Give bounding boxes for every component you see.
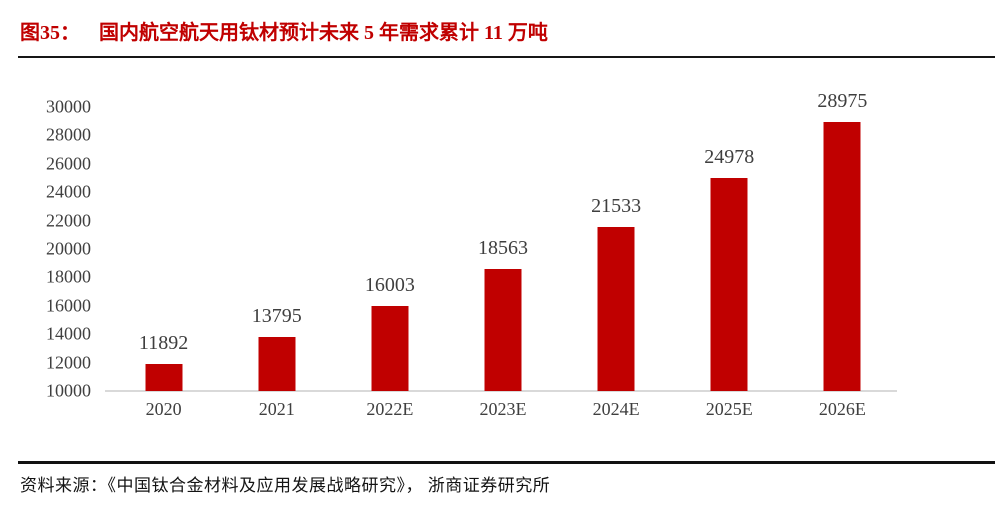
x-axis-tick-label: 2021 xyxy=(258,399,295,419)
bar-value-label: 13795 xyxy=(251,305,302,328)
bar xyxy=(371,305,409,391)
x-axis-tick-label: 2022E xyxy=(366,399,414,419)
bar xyxy=(823,121,861,391)
x-axis-tick-label: 2023E xyxy=(479,399,527,419)
y-axis-tick-label: 22000 xyxy=(46,210,91,231)
y-axis-tick-label: 10000 xyxy=(46,380,91,401)
bar xyxy=(710,178,748,391)
figure-title-row: 图35： 国内航空航天用钛材预计未来 5 年需求累计 11 万吨 xyxy=(20,19,548,47)
x-axis-tick-label: 2024E xyxy=(592,399,640,419)
figure-number-label: 图35： xyxy=(20,22,80,44)
bar-value-label: 21533 xyxy=(591,195,642,218)
y-axis-tick-label: 26000 xyxy=(46,153,91,174)
source-note: 资料来源：《中国钛合金材料及应用发展战略研究》， 浙商证券研究所 xyxy=(20,476,551,495)
y-axis-tick-label: 18000 xyxy=(46,266,91,287)
bar-value-label: 18563 xyxy=(478,237,528,260)
bar xyxy=(597,227,635,391)
bar-chart: 30000 28000 26000 24000 22000 20000 18000 16000… xyxy=(0,91,899,425)
y-axis-tick-label: 14000 xyxy=(46,323,91,344)
bar-value-label: 16003 xyxy=(364,273,415,296)
y-axis-tick-label: 12000 xyxy=(46,352,91,373)
x-axis-tick-label: 2026E xyxy=(818,399,866,419)
bar xyxy=(484,269,522,391)
figure-title: 国内航空航天用钛材预计未来 5 年需求累计 11 万吨 xyxy=(99,22,548,44)
x-axis-tick-label: 2025E xyxy=(705,399,753,419)
bar xyxy=(145,364,183,391)
plot-area: 11892 13795 16003 18563 21533 24978 28975 xyxy=(105,91,899,392)
y-axis: 30000 28000 26000 24000 22000 20000 18000 16000… xyxy=(0,97,91,401)
y-axis-tick-label: 20000 xyxy=(46,238,91,259)
x-axis: 2020 2021 2022E 2023E 2024E 2025E 2026E xyxy=(107,399,899,425)
title-divider xyxy=(18,56,995,58)
y-axis-tick-label: 30000 xyxy=(46,96,91,117)
footer-divider xyxy=(18,461,995,464)
x-axis-line xyxy=(105,390,897,392)
bar-value-label: 11892 xyxy=(138,332,189,355)
y-axis-tick-label: 24000 xyxy=(46,181,91,202)
bar xyxy=(258,337,296,391)
bar-value-label: 28975 xyxy=(817,89,868,112)
y-axis-tick-label: 16000 xyxy=(46,295,91,316)
y-axis-tick-label: 28000 xyxy=(46,124,91,145)
bar-value-label: 24978 xyxy=(704,146,755,169)
x-axis-tick-label: 2020 xyxy=(145,399,182,419)
